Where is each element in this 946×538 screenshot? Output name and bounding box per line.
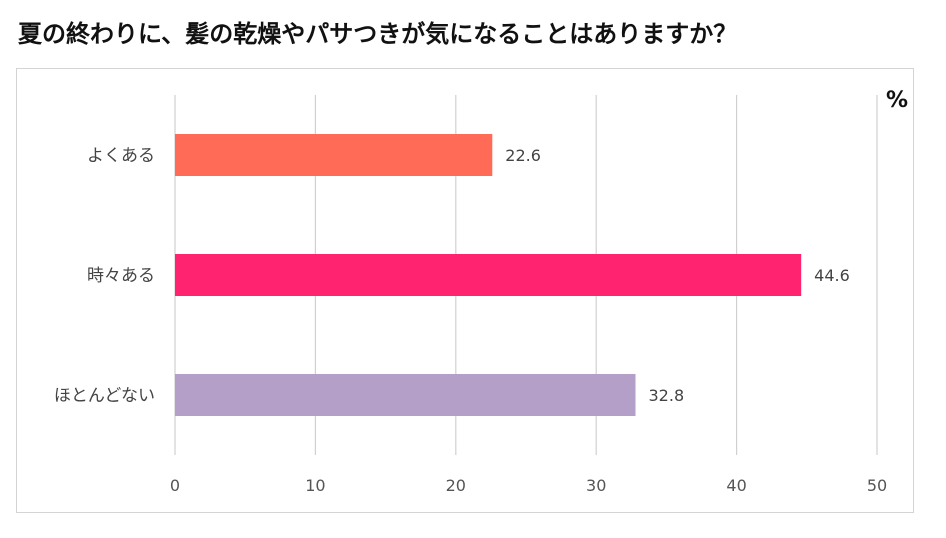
category-label: 時々ある xyxy=(87,266,155,286)
x-tick-label: 40 xyxy=(726,476,746,495)
x-tick-labels: 0 10 20 30 40 50 xyxy=(170,476,887,495)
data-label: 32.8 xyxy=(649,386,685,405)
bar-2 xyxy=(175,254,802,296)
chart-title: 夏の終わりに、髪の乾燥やパサつきが気になることはありますか？ xyxy=(18,20,738,48)
x-tick-label: 50 xyxy=(867,476,887,495)
x-tick-label: 30 xyxy=(586,476,606,495)
category-label: ほとんどない xyxy=(54,386,155,406)
x-tick-label: 0 xyxy=(170,476,180,495)
bar-1 xyxy=(175,134,493,176)
bars xyxy=(175,134,802,416)
data-label: 44.6 xyxy=(814,266,850,285)
category-label: よくある xyxy=(87,146,155,166)
bar-3 xyxy=(175,374,636,416)
unit-label: % xyxy=(886,88,908,113)
data-labels: 22.6 44.6 32.8 xyxy=(505,146,850,405)
chart-frame xyxy=(16,68,914,513)
data-label: 22.6 xyxy=(505,146,541,165)
x-tick-label: 10 xyxy=(305,476,325,495)
x-tick-label: 20 xyxy=(446,476,466,495)
